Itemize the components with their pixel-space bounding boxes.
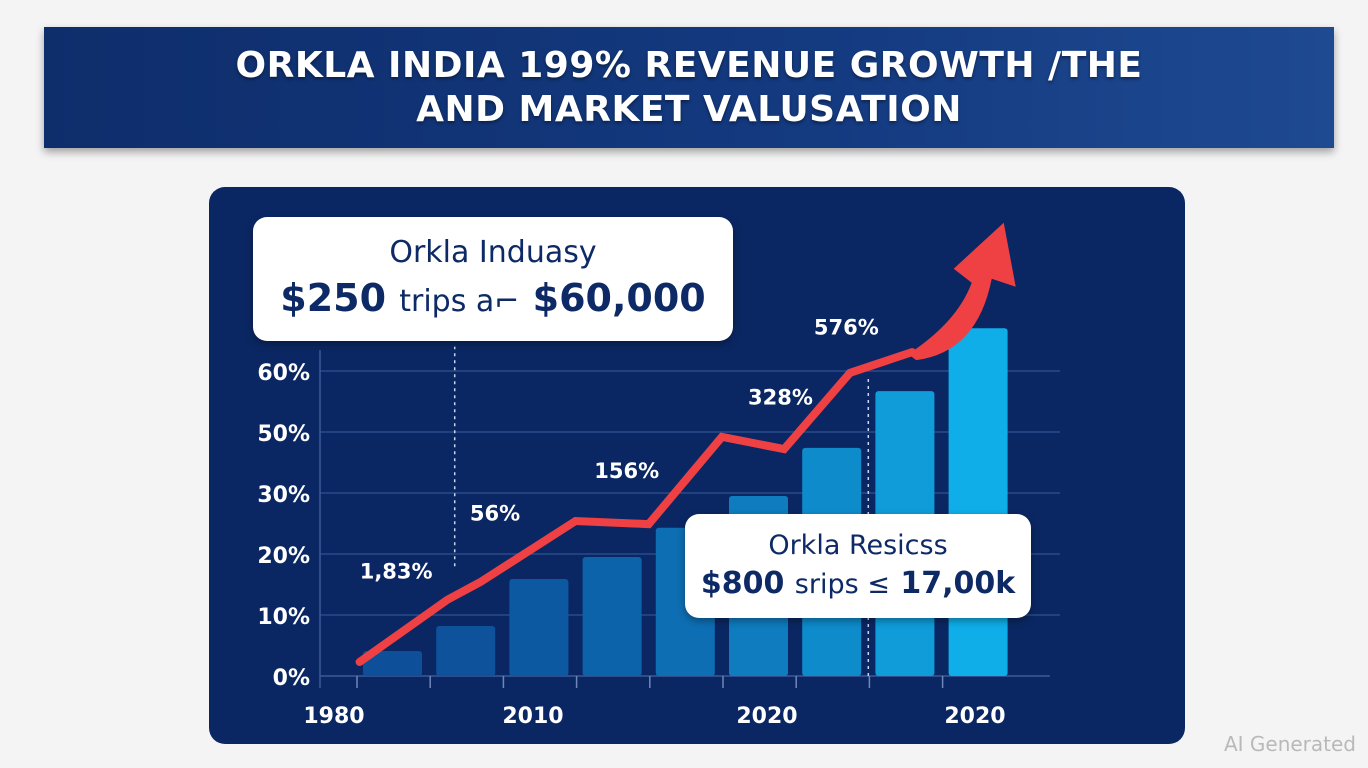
data-label: 156% (594, 459, 659, 483)
callout-industry-value-left: $250 (280, 276, 387, 320)
data-label: 328% (748, 386, 813, 410)
callout-resicss-value-right: 17,00k (900, 566, 1016, 601)
data-label: 56% (470, 501, 520, 525)
y-tick-label: 0% (273, 666, 310, 691)
callout-industry-title: Orkla Induasy (389, 235, 597, 270)
x-tick-label: 2010 (502, 704, 563, 729)
callout-industry: Orkla Induasy $250 trips a⌐ $60,000 (253, 217, 733, 341)
callout-industry-value: $250 trips a⌐ $60,000 (253, 275, 733, 325)
y-tick-label: 10% (257, 605, 310, 630)
y-tick-label: 60% (257, 361, 310, 386)
callout-resicss-value-left: $800 (700, 566, 785, 601)
callout-resicss-value-mid: srips ≤ (794, 569, 890, 600)
x-tick-label: 2020 (736, 704, 797, 729)
data-label: 576% (814, 315, 879, 339)
growth-line (355, 222, 1016, 666)
growth-arrow-head (908, 222, 1016, 361)
callout-resicss: Orkla Resicss $800 srips ≤ 17,00k (685, 514, 1031, 618)
ai-generated-watermark: AI Generated (1223, 732, 1356, 756)
title-line-1: Orkla India 199% Revenue Growth /the (235, 44, 1143, 86)
bars (363, 328, 1008, 676)
bar (436, 625, 496, 676)
callout-resicss-value: $800 srips ≤ 17,00k (685, 564, 1031, 605)
data-label: 1,83% (360, 559, 433, 583)
y-tick-label: 30% (257, 483, 310, 508)
callout-industry-value-mid: trips a⌐ (399, 284, 520, 319)
title-banner: Orkla India 199% Revenue Growth /the and… (44, 27, 1334, 148)
callout-resicss-title: Orkla Resicss (768, 530, 948, 561)
bar (363, 650, 422, 676)
bar (582, 557, 642, 676)
y-tick-label: 20% (257, 544, 310, 569)
x-tick-label: 1980 (303, 704, 364, 729)
labels: 0% 10% 20% 30% 50% 60% 1980 2010 2020 2020 1,83% 56… (257, 315, 1005, 729)
growth-line-path (355, 348, 917, 666)
callout-industry-value-right: $60,000 (532, 276, 706, 320)
bar (948, 328, 1008, 676)
bar (509, 579, 569, 676)
x-tick-label: 2020 (944, 704, 1005, 729)
y-tick-label: 50% (257, 422, 310, 447)
title-line-2: and market Valusation (416, 88, 962, 130)
